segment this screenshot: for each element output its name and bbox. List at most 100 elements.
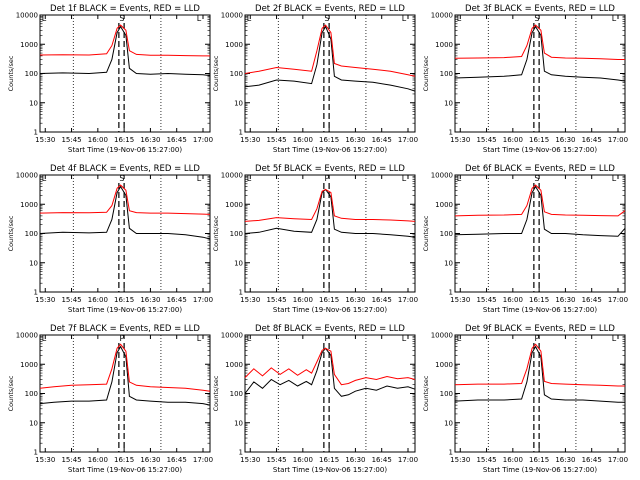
annotation-letter: P — [119, 334, 124, 343]
x-tick-label: 15:45 — [61, 296, 81, 304]
x-tick-label: 16:45 — [582, 136, 602, 144]
annotation-letter: L — [457, 14, 462, 23]
x-tick-label: 16:00 — [88, 296, 108, 304]
annotation-letter: S — [534, 14, 539, 23]
y-tick-label: 10 — [234, 259, 243, 267]
y-tick-label: 10000 — [221, 172, 243, 180]
y-tick-label: 100 — [25, 230, 38, 238]
x-tick-label: 16:30 — [555, 456, 575, 464]
y-tick-label: 1 — [239, 129, 243, 137]
panel-2: Det 2f BLACK = Events, RED = LLD Counts/s… — [212, 4, 418, 154]
x-tick-label: 15:45 — [266, 296, 286, 304]
x-tick-label: 16:45 — [582, 456, 602, 464]
annotation-letter: S — [534, 174, 539, 183]
y-tick-label: 100 — [440, 390, 453, 398]
y-tick-label: 10000 — [16, 172, 38, 180]
annotation-letter: S — [324, 14, 329, 23]
x-tick-label: 16:45 — [582, 296, 602, 304]
series-line-events — [39, 25, 211, 77]
annotation-letter: L — [247, 334, 252, 343]
series-line-events — [244, 25, 416, 92]
x-tick-label: 16:15 — [114, 136, 134, 144]
annotation-letter: L — [612, 174, 617, 183]
annotation-letter: S — [119, 14, 124, 23]
x-tick-label: 16:45 — [372, 136, 392, 144]
x-axis-label: Start Time (19-Nov-06 15:27:00) — [68, 306, 182, 314]
x-tick-label: 16:15 — [319, 136, 339, 144]
x-tick-label: 16:15 — [319, 296, 339, 304]
y-axis-label: Counts/sec — [7, 55, 15, 91]
y-tick-label: 100 — [230, 390, 243, 398]
x-tick-label: 15:30 — [35, 296, 55, 304]
y-tick-label: 10 — [29, 419, 38, 427]
annotation-letter: L — [247, 174, 252, 183]
x-tick-label: 16:45 — [167, 456, 187, 464]
plot-frame — [244, 14, 416, 133]
y-tick-label: 10000 — [16, 12, 38, 20]
x-tick-label: 16:30 — [555, 296, 575, 304]
x-tick-label: 16:30 — [140, 136, 160, 144]
x-tick-label: 15:30 — [450, 456, 470, 464]
panel-5: Det 5f BLACK = Events, RED = LLD Counts/s… — [212, 164, 418, 314]
x-tick-label: 15:30 — [240, 136, 260, 144]
x-tick-label: 16:00 — [503, 296, 523, 304]
annotation-letter: L — [612, 14, 617, 23]
plot-frame — [454, 14, 626, 133]
y-tick-label: 1000 — [435, 201, 453, 209]
x-tick-label: 16:15 — [319, 456, 339, 464]
panel-1: Det 1f BLACK = Events, RED = LLD Counts/s… — [7, 4, 213, 154]
x-tick-label: 17:00 — [398, 456, 418, 464]
x-tick-label: 17:00 — [608, 456, 628, 464]
y-tick-label: 1 — [239, 449, 243, 457]
panel-title: Det 9f BLACK = Events, RED = LLD — [465, 324, 615, 334]
x-tick-label: 16:30 — [345, 136, 365, 144]
x-tick-label: 16:30 — [140, 456, 160, 464]
y-tick-label: 1 — [449, 289, 453, 297]
x-tick-label: 15:45 — [266, 456, 286, 464]
y-tick-label: 10 — [444, 419, 453, 427]
series-line-lld — [39, 24, 210, 57]
series-line-events — [244, 188, 416, 238]
series-line-events — [244, 347, 416, 397]
y-tick-label: 1 — [449, 129, 453, 137]
y-axis-label: Counts/sec — [422, 215, 430, 251]
series-line-events — [39, 345, 211, 406]
y-axis-label: Counts/sec — [422, 55, 430, 91]
y-tick-label: 10 — [29, 99, 38, 107]
x-tick-label: 15:45 — [266, 136, 286, 144]
x-tick-label: 17:00 — [193, 136, 213, 144]
x-tick-label: 17:00 — [193, 456, 213, 464]
x-axis-label: Start Time (19-Nov-06 15:27:00) — [483, 466, 597, 474]
x-tick-label: 16:30 — [345, 296, 365, 304]
x-tick-label: 16:15 — [114, 456, 134, 464]
y-tick-label: 10 — [444, 99, 453, 107]
y-tick-label: 1000 — [20, 361, 38, 369]
x-tick-label: 16:00 — [293, 456, 313, 464]
y-tick-label: 100 — [230, 70, 243, 78]
series-line-lld — [244, 347, 416, 386]
x-axis-label: Start Time (19-Nov-06 15:27:00) — [273, 146, 387, 154]
y-tick-label: 1000 — [435, 41, 453, 49]
x-tick-label: 17:00 — [608, 136, 628, 144]
annotation-letter: L — [42, 174, 47, 183]
annotation-letter: L — [42, 334, 47, 343]
series-line-lld — [454, 343, 625, 387]
series-line-lld — [39, 343, 211, 392]
x-tick-label: 16:45 — [167, 136, 187, 144]
y-tick-label: 10 — [234, 419, 243, 427]
panel-9: Det 9f BLACK = Events, RED = LLD Counts/s… — [422, 324, 628, 474]
panel-title: Det 5f BLACK = Events, RED = LLD — [255, 164, 405, 174]
annotation-letter: P — [324, 174, 329, 183]
annotation-letter: L — [402, 14, 407, 23]
x-tick-label: 16:00 — [503, 456, 523, 464]
annotation-letter: L — [612, 334, 617, 343]
series-line-lld — [244, 24, 416, 77]
x-tick-label: 16:15 — [529, 136, 549, 144]
x-tick-label: 16:00 — [88, 456, 108, 464]
x-axis-label: Start Time (19-Nov-06 15:27:00) — [483, 306, 597, 314]
x-tick-label: 15:30 — [240, 296, 260, 304]
annotation-letter: L — [402, 334, 407, 343]
y-tick-label: 1 — [239, 289, 243, 297]
y-tick-label: 10 — [29, 259, 38, 267]
series-line-lld — [454, 184, 626, 217]
